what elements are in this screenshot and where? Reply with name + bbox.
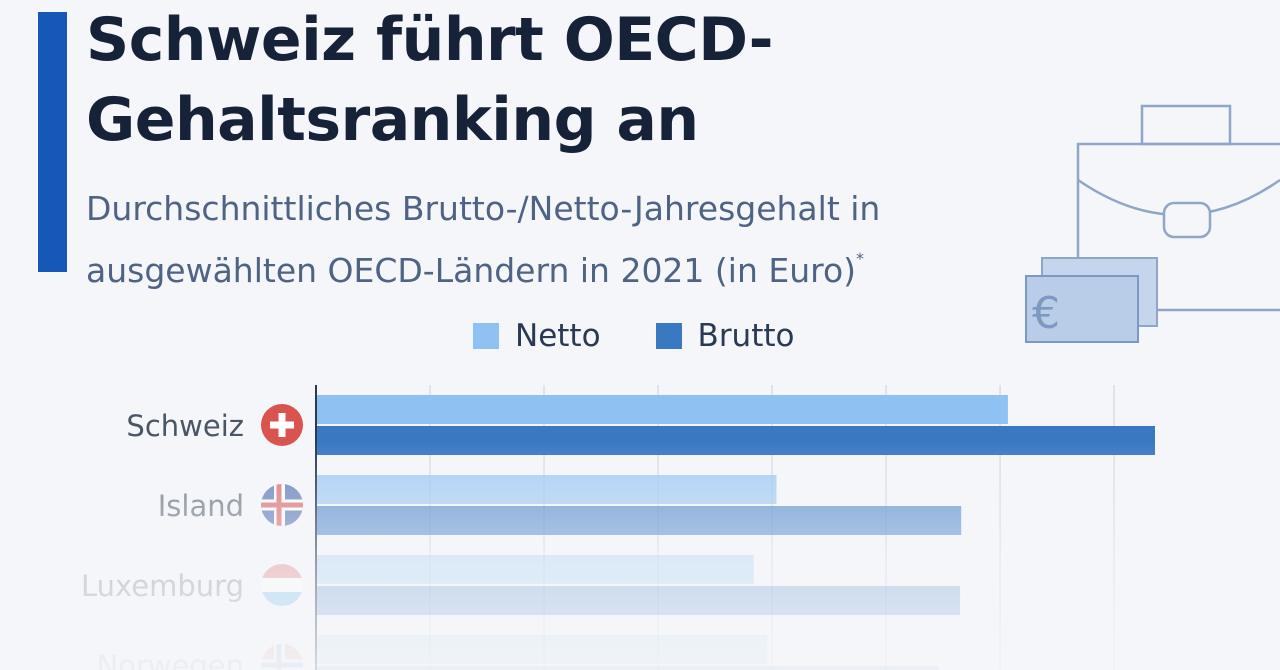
legend-item-netto: Netto [473,318,601,354]
legend-label-brutto: Brutto [697,318,795,354]
swiss-flag-icon [261,404,303,446]
bar-netto-norwegen [317,635,768,664]
accent-bar [38,12,67,272]
bar-brutto-schweiz [317,426,1155,455]
category-label-norwegen: Norwegen [96,649,244,670]
chart-subtitle-line-1: Durchschnittliches Brutto-/Netto-Jahresg… [86,189,881,228]
legend-label-netto: Netto [515,318,601,354]
chart-title: Schweiz führt OECD- Gehaltsranking an [86,0,986,160]
legend-item-brutto: Brutto [655,318,795,354]
norway-flag-icon [261,644,303,670]
bar-brutto-luxemburg [317,586,961,615]
chart-title-line-1: Schweiz führt OECD- [86,5,774,75]
legend-swatch-netto [473,323,499,349]
category-label-island: Island [158,489,244,523]
category-label-schweiz: Schweiz [126,409,244,443]
chart-title-line-2: Gehaltsranking an [86,85,699,155]
bar-netto-luxemburg [317,555,754,584]
luxembourg-flag-icon [261,564,303,606]
bar-brutto-norwegen [317,666,939,670]
footnote-marker: * [856,249,865,268]
briefcase-money-icon: € [1025,104,1280,343]
iceland-flag-icon [261,484,303,526]
bar-brutto-island [317,506,962,535]
legend: Netto Brutto [473,318,849,354]
bar-netto-island [317,475,777,504]
chart-subtitle: Durchschnittliches Brutto-/Netto-Jahresg… [86,184,1046,296]
chart-subtitle-line-2-text: ausgewählten OECD-Ländern in 2021 (in Eu… [86,251,857,290]
category-label-luxemburg: Luxemburg [81,569,244,603]
euro-symbol: € [1032,288,1060,339]
legend-swatch-brutto [655,323,682,349]
chart-subtitle-line-2: ausgewählten OECD-Ländern in 2021 (in Eu… [86,234,1046,296]
bar-netto-schweiz [317,395,1008,424]
